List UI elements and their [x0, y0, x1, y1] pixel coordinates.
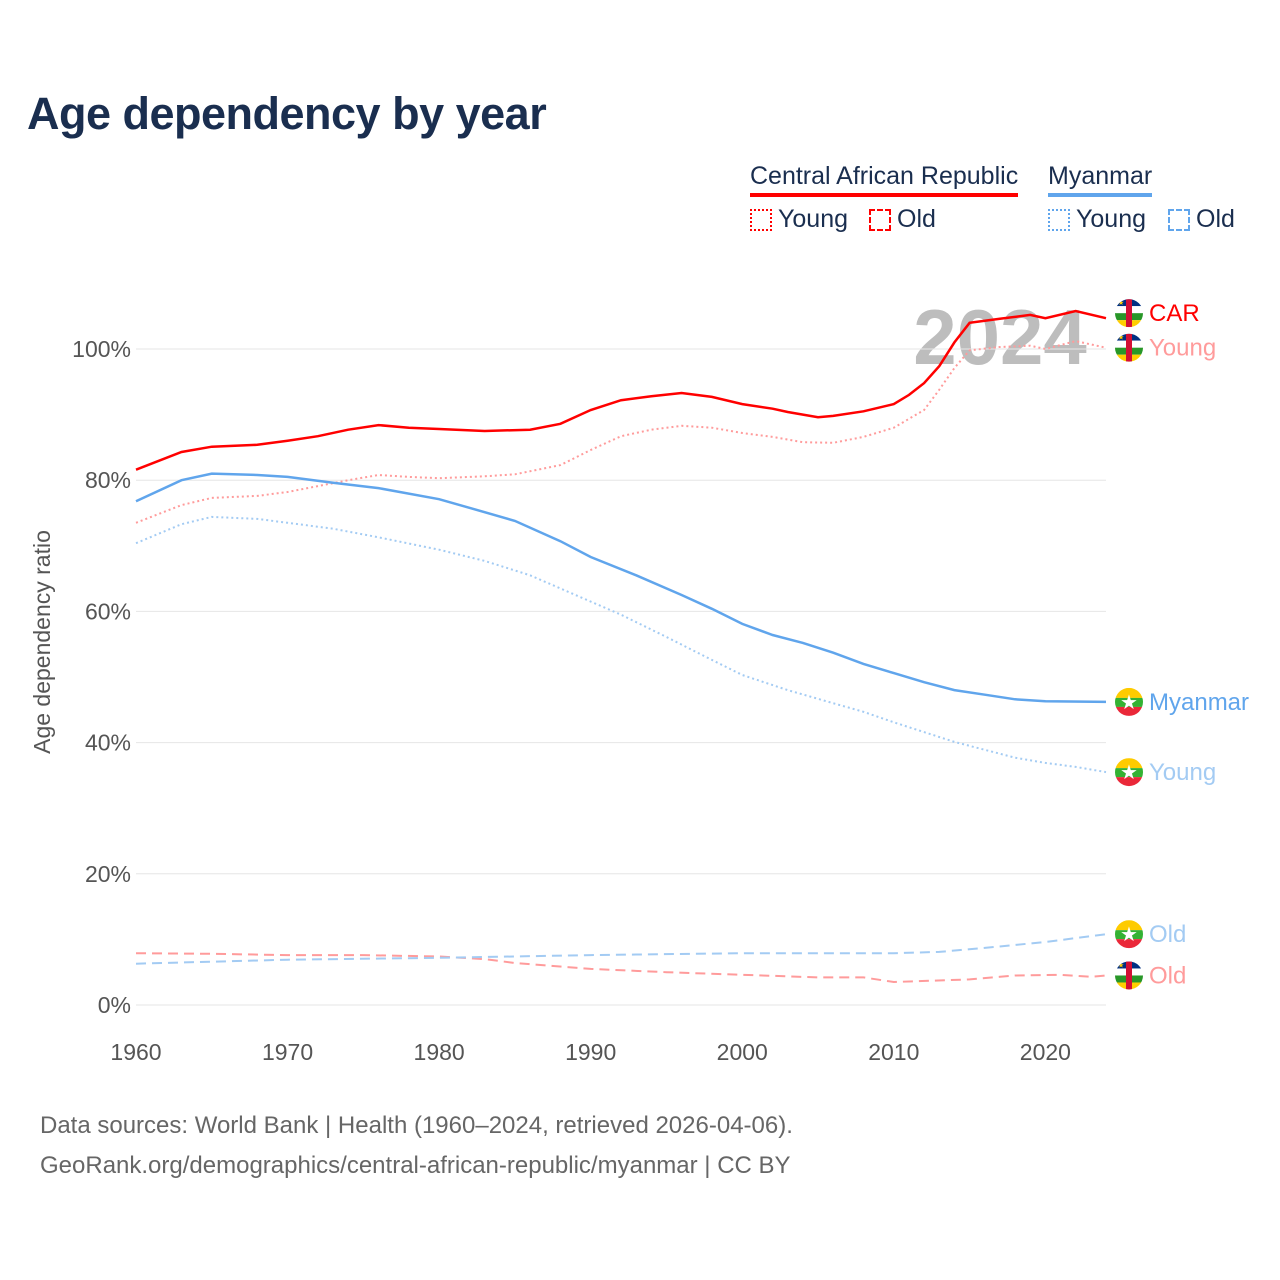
year-watermark: 2024 — [913, 293, 1087, 381]
legend-car-old[interactable]: Old — [869, 205, 936, 234]
svg-text:★: ★ — [1118, 334, 1124, 342]
x-tick-label: 1990 — [565, 1039, 616, 1065]
car-flag-icon: ★ — [1115, 299, 1143, 328]
end-label: Young — [1149, 759, 1216, 786]
end-label: Myanmar — [1149, 689, 1249, 716]
legend-label: Old — [1196, 205, 1235, 233]
legend-label: Old — [897, 205, 936, 233]
y-tick-label: 100% — [72, 336, 131, 362]
car-flag-icon: ★ — [1115, 961, 1143, 990]
y-tick-label: 40% — [85, 730, 131, 756]
x-tick-label: 2020 — [1020, 1039, 1071, 1065]
end-label: Young — [1149, 335, 1216, 362]
myanmar-flag-icon: ★ — [1115, 687, 1143, 716]
end-label: Old — [1149, 921, 1186, 948]
series-line-myanmar-old — [135, 933, 1107, 965]
dotted-swatch-icon — [750, 208, 772, 231]
svg-text:★: ★ — [1118, 961, 1124, 969]
x-tick-label: 1960 — [110, 1039, 161, 1065]
y-tick-label: 80% — [85, 467, 131, 493]
x-tick-label: 1970 — [262, 1039, 313, 1065]
dashed-swatch-icon — [1168, 208, 1190, 231]
legend-country-car[interactable]: Central African Republic — [750, 162, 1019, 197]
car-flag-icon: ★ — [1115, 333, 1143, 362]
series-line-myanmar — [135, 472, 1107, 704]
svg-text:★: ★ — [1120, 762, 1138, 784]
end-label: Old — [1149, 962, 1186, 989]
dashed-swatch-icon — [869, 208, 891, 231]
legend-myanmar-old[interactable]: Old — [1168, 205, 1235, 234]
svg-text:★: ★ — [1118, 299, 1124, 307]
myanmar-flag-icon: ★ — [1115, 758, 1143, 787]
series-line-car-old — [135, 952, 1107, 984]
legend-label: Young — [778, 205, 848, 233]
svg-text:★: ★ — [1120, 924, 1138, 946]
legend-myanmar-young[interactable]: Young — [1048, 205, 1146, 234]
legend-country-myanmar[interactable]: Myanmar — [1048, 162, 1153, 197]
series-line-car — [135, 309, 1107, 471]
series-line-car-young — [135, 340, 1107, 524]
end-label: CAR — [1149, 300, 1200, 327]
y-tick-label: 0% — [98, 992, 131, 1018]
svg-text:★: ★ — [1120, 692, 1138, 714]
chart-title: Age dependency by year — [27, 88, 547, 139]
y-axis-label: Age dependency ratio — [29, 530, 55, 754]
x-tick-label: 2000 — [717, 1039, 768, 1065]
legend-car-young[interactable]: Young — [750, 205, 848, 234]
footer: Data sources: World Bank | Health (1960–… — [40, 1106, 793, 1186]
myanmar-flag-icon: ★ — [1115, 920, 1143, 949]
footer-link[interactable]: GeoRank.org/demographics/central-african… — [40, 1152, 791, 1179]
x-tick-label: 1980 — [414, 1039, 465, 1065]
y-tick-label: 20% — [85, 861, 131, 887]
series-line-myanmar-young — [135, 515, 1107, 774]
y-tick-label: 60% — [85, 598, 131, 624]
x-tick-label: 2010 — [868, 1039, 919, 1065]
dotted-swatch-icon — [1048, 208, 1070, 231]
footer-sources: Data sources: World Bank | Health (1960–… — [40, 1112, 793, 1139]
legend-label: Young — [1076, 205, 1146, 233]
